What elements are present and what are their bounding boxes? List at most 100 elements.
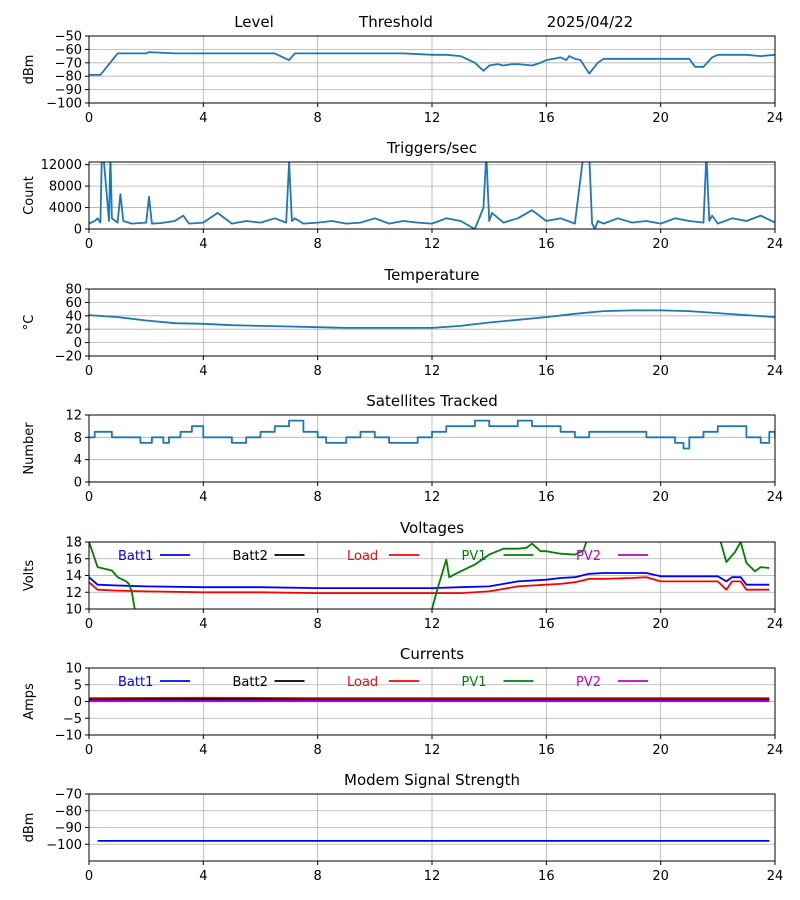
x-tick-label: 16 <box>538 237 555 252</box>
x-tick-label: 12 <box>424 237 441 252</box>
x-tick-label: 12 <box>424 111 441 126</box>
x-tick-label: 24 <box>767 617 784 632</box>
chart-level: 0 4 8 12 16 20 24 −50−60−70−80−90−100 dBm <box>22 30 783 127</box>
chart-title: Modem Signal Strength <box>344 771 520 789</box>
chart-title: Temperature <box>383 266 479 284</box>
y-tick-label: 0 <box>74 695 82 710</box>
legend-label-pv1: PV1 <box>462 549 487 564</box>
x-tick-label: 24 <box>767 869 784 884</box>
y-tick-label: 20 <box>65 323 82 338</box>
x-tick-label: 4 <box>199 869 207 884</box>
y-axis-label: Amps <box>22 683 37 720</box>
x-tick-label: 8 <box>314 869 322 884</box>
figure-header: Level Threshold 2025/04/22 <box>234 13 633 31</box>
x-tick-label: 4 <box>199 111 207 126</box>
x-tick-label: 20 <box>652 237 669 252</box>
y-tick-label: −50 <box>55 30 82 45</box>
legend-label-batt1: Batt1 <box>118 675 153 690</box>
y-tick-label: 0 <box>74 336 82 351</box>
x-tick-label: 4 <box>199 743 207 758</box>
y-tick-label: −20 <box>55 350 82 365</box>
y-tick-label: 4000 <box>49 201 82 216</box>
y-axis-label: dBm <box>22 813 37 843</box>
x-tick-label: 8 <box>314 617 322 632</box>
legend-label-pv2: PV2 <box>576 675 601 690</box>
y-tick-label: 60 <box>65 296 82 311</box>
chart-currents: 0 4 8 12 16 20 24 105 0 −5 −10 Currents Amps Batt1 Bat… <box>22 645 783 758</box>
x-tick-label: 16 <box>538 743 555 758</box>
y-axis-label: Volts <box>22 560 37 592</box>
x-tick-label: 16 <box>538 364 555 379</box>
legend-label-batt1: Batt1 <box>118 549 153 564</box>
y-tick-label: −5 <box>63 712 82 727</box>
x-tick-label: 20 <box>652 617 669 632</box>
x-tick-label: 24 <box>767 111 784 126</box>
x-tick-label: 24 <box>767 364 784 379</box>
y-axis-label: Count <box>22 176 37 215</box>
x-tick-label: 0 <box>85 111 93 126</box>
header-threshold: Threshold <box>358 13 433 31</box>
x-tick-label: 8 <box>314 111 322 126</box>
y-tick-label: 40 <box>65 309 82 324</box>
x-tick-label: 8 <box>314 743 322 758</box>
y-tick-label: 16 <box>65 552 82 567</box>
x-tick-label: 0 <box>85 869 93 884</box>
chart-satellites: 0 4 8 12 16 20 24 12 8 4 0 Satellites Tracked Number <box>22 392 783 505</box>
chart-title: Triggers/sec <box>386 139 477 157</box>
x-tick-label: 16 <box>538 617 555 632</box>
chart-triggers: 0 4 8 12 16 20 24 12000 8000 4000 0 Triggers/sec Cou… <box>22 139 783 252</box>
series-line-pv1 <box>89 542 136 609</box>
y-tick-label: −80 <box>55 70 82 85</box>
y-axis-label: Number <box>22 422 37 475</box>
y-tick-label: −90 <box>55 83 82 98</box>
x-tick-label: 8 <box>314 237 322 252</box>
series-line-pv1 <box>431 542 588 609</box>
x-tick-label: 12 <box>424 364 441 379</box>
legend-label-load: Load <box>347 675 378 690</box>
series-line-data <box>89 51 775 76</box>
y-tick-label: 14 <box>65 569 82 584</box>
x-tick-label: 24 <box>767 490 784 505</box>
series-line-batt1 <box>89 572 770 589</box>
x-tick-label: 20 <box>652 869 669 884</box>
x-tick-label: 4 <box>199 490 207 505</box>
x-tick-label: 20 <box>652 743 669 758</box>
y-axis-label: dBm <box>22 55 37 85</box>
y-tick-label: 4 <box>74 453 82 468</box>
y-tick-label: −90 <box>55 821 82 836</box>
chart-title: Currents <box>400 645 464 663</box>
x-tick-label: 12 <box>424 490 441 505</box>
legend-label-batt2: Batt2 <box>233 549 268 564</box>
x-tick-label: 4 <box>199 237 207 252</box>
y-tick-label: −80 <box>55 804 82 819</box>
x-tick-label: 8 <box>314 364 322 379</box>
y-tick-label: 10 <box>65 603 82 618</box>
x-tick-label: 12 <box>424 869 441 884</box>
chart-title: Satellites Tracked <box>366 392 497 410</box>
x-tick-label: 16 <box>538 869 555 884</box>
x-tick-label: 4 <box>199 617 207 632</box>
x-tick-label: 0 <box>85 743 93 758</box>
legend-label-batt2: Batt2 <box>233 675 268 690</box>
x-tick-label: 16 <box>538 111 555 126</box>
y-tick-label: 8 <box>74 431 82 446</box>
x-tick-label: 20 <box>652 364 669 379</box>
y-tick-label: 5 <box>74 678 82 693</box>
series-line-load <box>89 576 770 594</box>
y-tick-label: −10 <box>55 729 82 744</box>
y-tick-label: −70 <box>55 788 82 803</box>
x-tick-label: 8 <box>314 490 322 505</box>
y-tick-label: −60 <box>55 43 82 58</box>
series-line-data <box>89 419 775 450</box>
header-date: 2025/04/22 <box>547 13 633 31</box>
x-tick-label: 0 <box>85 364 93 379</box>
y-axis-label: °C <box>22 315 37 331</box>
chart-title: Voltages <box>400 519 464 537</box>
x-tick-label: 0 <box>85 490 93 505</box>
y-tick-label: 0 <box>74 476 82 491</box>
y-tick-label: 0 <box>74 223 82 238</box>
x-tick-label: 24 <box>767 743 784 758</box>
